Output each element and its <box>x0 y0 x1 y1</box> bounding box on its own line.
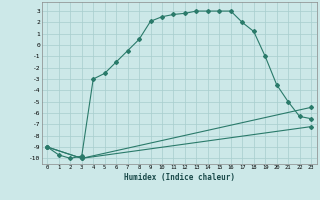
X-axis label: Humidex (Indice chaleur): Humidex (Indice chaleur) <box>124 173 235 182</box>
